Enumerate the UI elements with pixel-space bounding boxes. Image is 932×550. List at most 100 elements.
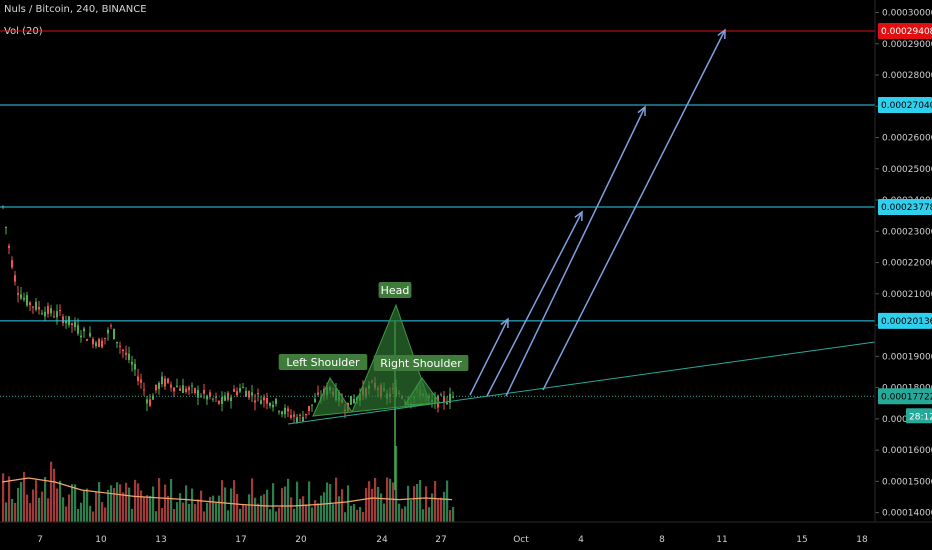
volume-bar <box>416 483 419 522</box>
volume-bar <box>326 482 329 522</box>
volume-bar <box>383 503 386 522</box>
volume-bar <box>302 496 305 522</box>
price-tag-box <box>878 23 932 40</box>
candle-body <box>65 320 67 324</box>
right-shoulder-label-box <box>373 355 469 371</box>
time-tick-label: 13 <box>155 535 166 545</box>
volume-bar <box>257 503 260 522</box>
candle-body <box>182 385 184 393</box>
candle-body <box>32 306 34 308</box>
volume-bar <box>401 508 404 522</box>
volume-bar <box>152 486 155 522</box>
candle-body <box>152 395 154 400</box>
candle-body <box>251 392 253 396</box>
volume-bar <box>293 508 296 522</box>
volume-bar <box>140 490 143 522</box>
candle-body <box>119 345 121 347</box>
volume-bar <box>134 479 137 522</box>
candle-body <box>35 301 37 310</box>
time-tick-label: 10 <box>95 535 107 545</box>
price-tag-label: 0.00017722 <box>881 392 932 402</box>
candle-body <box>284 407 286 415</box>
price-tags: 0.00029408 0.00027040 0.00023778 0.00020136… <box>878 23 932 424</box>
volume-bar <box>83 489 86 522</box>
volume-bar <box>254 497 257 522</box>
candle-body <box>296 417 298 423</box>
volume-bar <box>281 488 284 522</box>
volume-bar <box>428 507 431 522</box>
candle-body <box>191 385 193 387</box>
volume-bar <box>173 509 176 522</box>
volume-bar <box>131 508 134 522</box>
candle-body <box>53 316 55 318</box>
projection-arrowhead <box>717 28 726 40</box>
countdown-label: 28:12 <box>909 412 932 422</box>
volume-bar <box>23 471 26 522</box>
volume-bar <box>359 507 362 522</box>
volume-bar <box>227 510 230 522</box>
left-shoulder-label-text: Left Shoulder <box>286 356 360 369</box>
price-tick-label: 0.00015000 <box>882 477 932 487</box>
volume-bar <box>113 488 116 522</box>
volume-bar <box>167 495 170 522</box>
time-tick-label: 15 <box>796 535 807 545</box>
price-axis[interactable]: 0.000300000.000290000.000280000.00027000… <box>875 9 932 519</box>
volume-bar <box>251 478 254 522</box>
projection-arrow <box>505 106 646 397</box>
volume-bar <box>56 488 59 522</box>
volume-bar <box>2 473 5 522</box>
candle-body <box>11 260 13 268</box>
volume-bar <box>305 504 308 522</box>
candle-body <box>23 297 25 300</box>
volume-bar <box>353 504 356 522</box>
price-tick-label: 0.00030000 <box>882 9 932 19</box>
candle-body <box>224 395 226 401</box>
time-tick-label: 17 <box>235 535 246 545</box>
candle-body <box>20 294 22 299</box>
volume-bar <box>128 487 131 522</box>
volume-bar <box>287 478 290 522</box>
volume-bar <box>380 493 383 522</box>
chart-symbol-legend[interactable]: Nuls / Bitcoin, 240, BINANCE <box>4 4 147 15</box>
volume-bar <box>260 495 263 522</box>
volume-bar <box>212 495 215 522</box>
volume-bar <box>239 508 242 522</box>
time-axis[interactable]: 7 10 13 17 20 24 27 Oct 4 8 11 15 18 <box>37 535 868 545</box>
price-tick-label: 0.00022000 <box>882 259 932 269</box>
price-tick-label: 0.00023000 <box>882 227 932 237</box>
volume-bar <box>59 480 62 522</box>
candle-body <box>38 306 40 310</box>
time-tick-label: 27 <box>435 535 446 545</box>
horizontal-levels <box>0 30 875 397</box>
volume-bar <box>41 491 44 522</box>
candle-body <box>230 397 232 402</box>
candle-body <box>233 389 235 392</box>
volume-bar <box>125 482 128 522</box>
volume-bar <box>194 504 197 522</box>
price-tick-label: 0.00021000 <box>882 290 932 300</box>
volume-bar <box>107 489 110 522</box>
volume-bar <box>116 482 119 522</box>
volume-bar <box>377 487 380 522</box>
candle-body <box>278 411 280 413</box>
pattern-annotations: Left Shoulder Head Right Shoulder <box>278 282 469 371</box>
volume-bar <box>296 481 299 522</box>
volume-bar <box>269 509 272 522</box>
volume-bar <box>8 476 11 522</box>
volume-bar <box>137 483 140 522</box>
candle-body <box>449 393 451 403</box>
volume-bar <box>170 478 173 522</box>
projection-arrowhead <box>637 105 646 117</box>
candle-body <box>173 387 175 392</box>
volume-bar <box>101 502 104 522</box>
volume-bar <box>20 481 23 522</box>
candle-body <box>86 339 88 341</box>
volume-bar <box>146 495 149 522</box>
price-tick-label: 0.00025000 <box>882 165 932 175</box>
candle-body <box>248 391 250 398</box>
volume-bar <box>32 489 35 522</box>
volume-bar <box>185 485 188 522</box>
volume-bar <box>275 511 278 522</box>
volume-bar <box>50 461 53 522</box>
